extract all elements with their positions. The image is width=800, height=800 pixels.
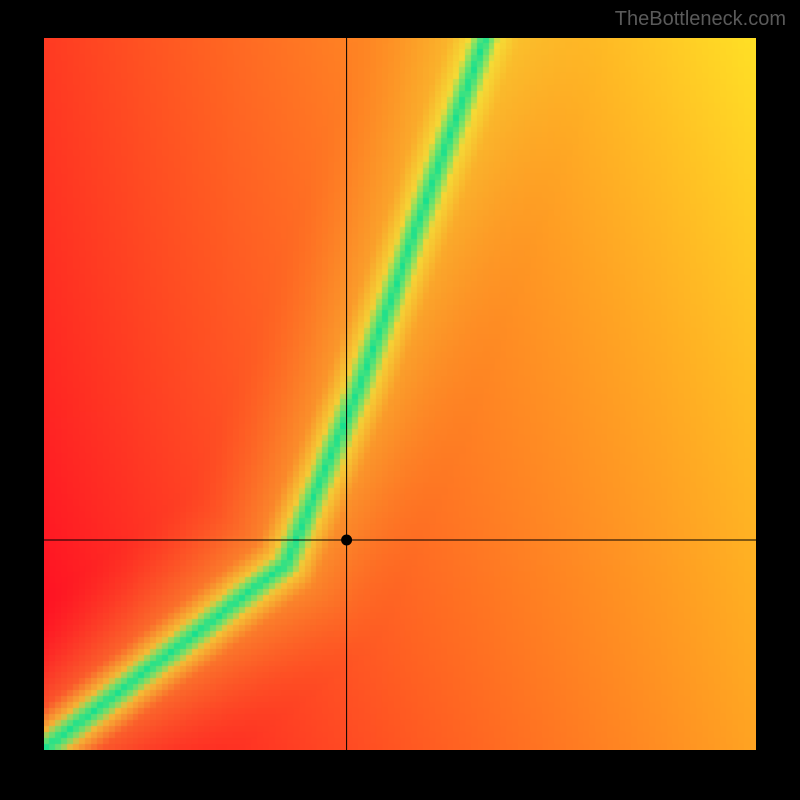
heatmap-canvas: [44, 38, 756, 750]
watermark-label: TheBottleneck.com: [615, 8, 786, 31]
chart-container: TheBottleneck.com: [0, 0, 800, 800]
